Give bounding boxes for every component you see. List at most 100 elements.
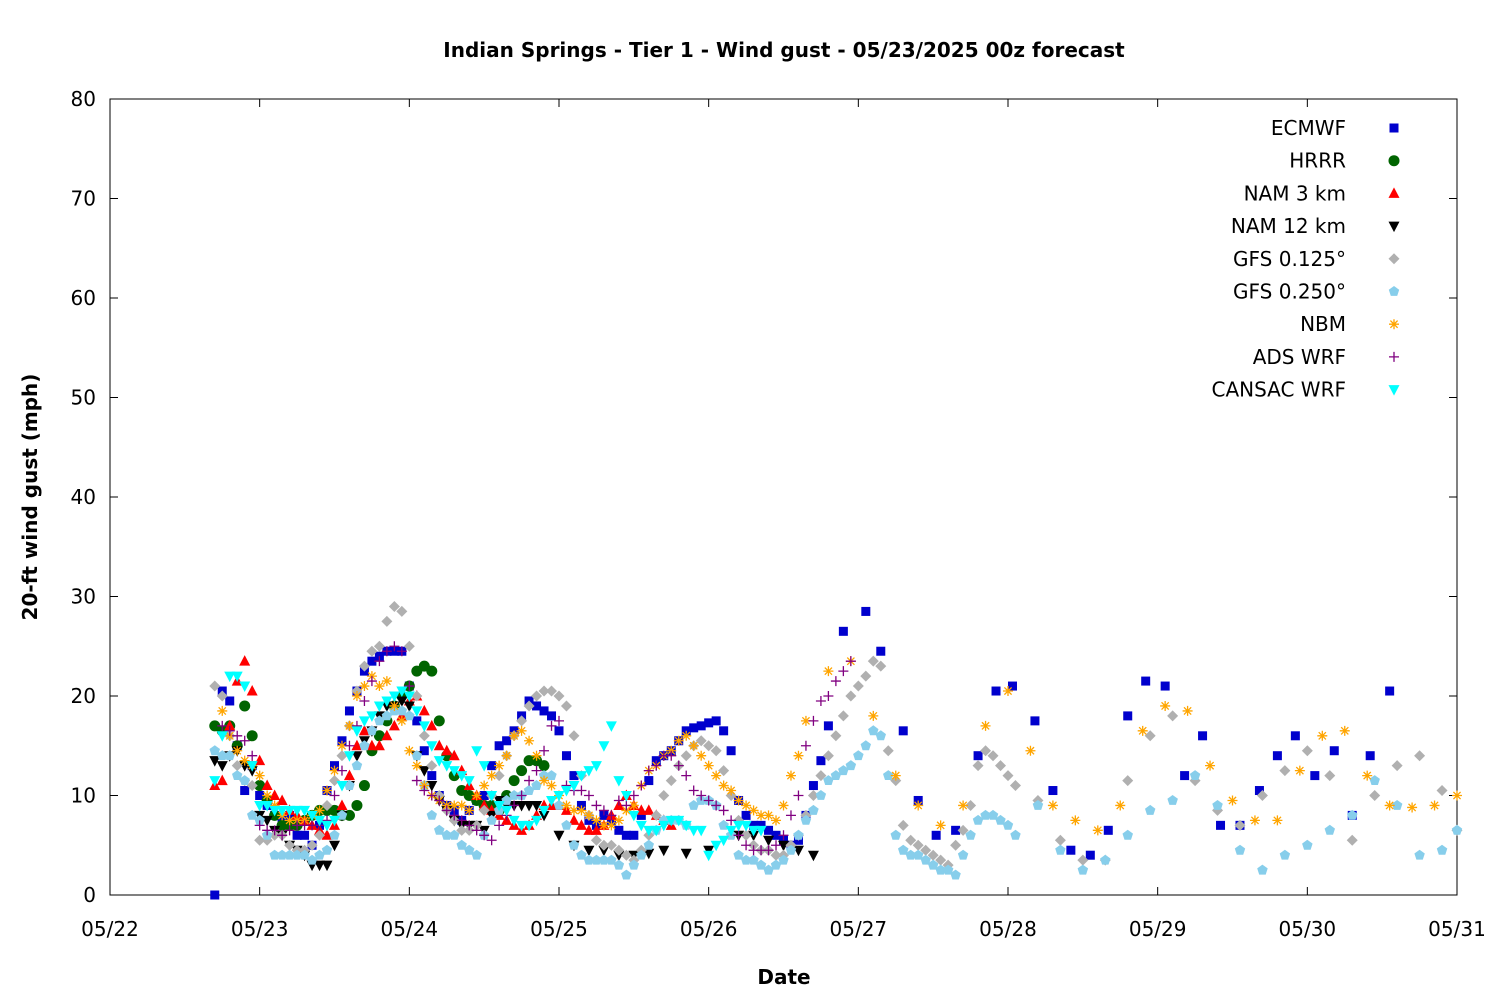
x-tick-label: 05/31 [1428,917,1486,941]
data-point [448,749,460,761]
data-point [246,685,258,696]
data-point [1254,786,1264,796]
data-point [808,715,819,726]
data-point [733,820,745,832]
data-point [216,690,228,702]
data-point [509,730,520,741]
data-point [373,739,385,751]
data-point [373,701,385,712]
legend-marker [1389,123,1399,133]
data-point [703,850,715,862]
data-point [635,820,647,832]
data-point [905,834,917,846]
data-point [321,860,333,872]
data-point [991,686,1001,696]
data-point [560,700,572,712]
series-gfs-0-250- [209,705,1463,880]
legend-marker [1388,187,1400,198]
data-point [681,730,692,741]
data-point [501,795,512,805]
data-point [292,830,302,840]
data-point [898,844,909,855]
data-point [366,711,378,722]
data-point [568,781,580,792]
data-point [823,691,834,701]
data-point [381,696,393,707]
data-point [358,724,370,736]
data-point [456,839,467,850]
data-point [845,690,857,702]
data-point [538,685,550,697]
data-point [980,720,991,731]
data-point [247,750,258,761]
data-point [1066,845,1076,855]
data-point [1123,711,1133,721]
data-point [1212,800,1223,810]
data-point [958,800,969,811]
data-point [830,730,842,742]
data-point [590,834,602,846]
y-tick-label: 0 [83,883,96,907]
data-point [232,730,243,741]
data-point [501,805,513,817]
data-point [883,770,894,780]
data-point [486,770,497,781]
data-point [613,815,624,826]
data-point [418,721,430,732]
data-point [336,809,348,820]
data-point [351,751,363,762]
data-point [1122,829,1133,840]
data-point [479,791,489,800]
data-point [695,735,707,747]
x-tick-label: 05/23 [231,917,289,941]
data-point [255,791,265,800]
data-point [456,824,468,836]
data-point [246,730,258,742]
data-point [225,696,235,706]
data-point [1092,825,1103,836]
data-point [800,715,811,726]
data-point [449,800,460,811]
data-point [276,849,288,860]
x-tick-label: 05/30 [1279,917,1337,941]
data-point [374,681,385,692]
data-point [306,854,318,865]
data-point [284,805,296,817]
data-point [419,746,429,756]
data-point [539,745,550,756]
data-point [523,700,535,712]
data-point [808,781,818,791]
data-point [441,761,453,772]
data-point [531,765,542,776]
data-point [1160,681,1170,691]
data-point [531,750,542,761]
data-point [531,690,543,702]
data-point [876,646,886,656]
data-point [741,800,752,811]
x-axis-label: Date [757,965,810,989]
data-point [433,715,445,727]
data-point [875,660,887,672]
data-point [696,750,707,761]
data-point [531,815,543,827]
series-gfs-0-125- [209,600,1463,871]
y-tick-label: 20 [71,684,96,708]
data-point [561,800,572,811]
data-point [868,710,879,721]
data-point [800,814,812,825]
data-point [651,760,662,771]
data-point [389,700,400,711]
data-point [449,829,460,840]
data-point [411,690,423,702]
data-point [1144,730,1156,742]
data-point [770,849,782,861]
data-point [464,820,475,831]
data-point [516,725,527,736]
data-point [1324,770,1336,782]
data-point [344,706,354,716]
data-point [426,665,438,677]
data-point [703,740,715,752]
data-point [403,640,415,652]
data-point [314,815,326,827]
